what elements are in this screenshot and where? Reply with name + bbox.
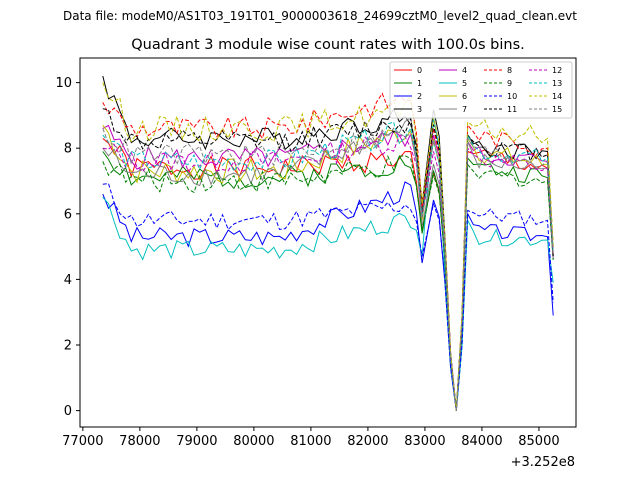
legend-label-0: 0 [417,66,422,75]
x-tick-label: 85000 [518,434,559,449]
legend-label-11: 11 [507,105,517,114]
y-tick-label: 6 [64,207,72,222]
series-line-11 [102,108,554,411]
series-line-7 [102,116,554,411]
chart-suptitle: Data file: modeM0/AS1T03_191T01_90000036… [63,9,577,23]
x-tick-label: 79000 [176,434,217,449]
legend-label-8: 8 [507,66,512,75]
series-line-2 [102,181,554,411]
chart-title: Quadrant 3 module wise count rates with … [131,37,525,53]
legend-label-13: 13 [552,79,562,88]
y-axis: 0 2 4 6 8 10 [55,76,80,419]
series-line-14 [102,82,554,411]
legend-label-2: 2 [417,92,422,101]
x-tick-label: 83000 [404,434,445,449]
legend-label-5: 5 [462,79,467,88]
x-axis: 77000 78000 79000 80000 81000 82000 83000 84000… [62,427,560,449]
y-tick-label: 0 [64,404,72,419]
series-line-3 [102,75,554,411]
series-line-5 [102,117,554,411]
legend-label-1: 1 [417,79,422,88]
x-tick-label: 78000 [119,434,160,449]
legend-label-3: 3 [417,105,422,114]
legend-label-14: 14 [552,92,562,101]
y-tick-label: 4 [64,273,72,288]
series-layer [102,75,554,411]
series-line-0 [102,138,554,411]
legend-label-12: 12 [552,66,562,75]
series-line-9 [102,154,554,411]
plot-frame [79,57,577,428]
legend-label-10: 10 [507,92,517,101]
series-line-1 [102,151,554,411]
y-tick-label: 2 [64,339,72,354]
legend-label-6: 6 [462,92,467,101]
x-tick-label: 77000 [62,434,103,449]
legend-label-4: 4 [462,66,467,75]
series-line-15 [102,127,554,411]
x-tick-label: 81000 [290,434,331,449]
x-offset-label: +3.252e8 [511,455,575,470]
legend-label-15: 15 [552,105,562,114]
legend-label-9: 9 [507,79,512,88]
y-tick-label: 8 [64,142,72,157]
y-tick-label: 10 [55,76,72,91]
x-tick-label: 80000 [233,434,274,449]
series-line-13 [102,121,554,411]
legend-box [389,61,573,119]
series-line-10 [102,182,554,411]
series-line-8 [102,92,554,411]
legend-label-7: 7 [462,105,467,114]
x-tick-label: 84000 [461,434,502,449]
series-line-6 [102,124,554,411]
x-tick-label: 82000 [347,434,388,449]
